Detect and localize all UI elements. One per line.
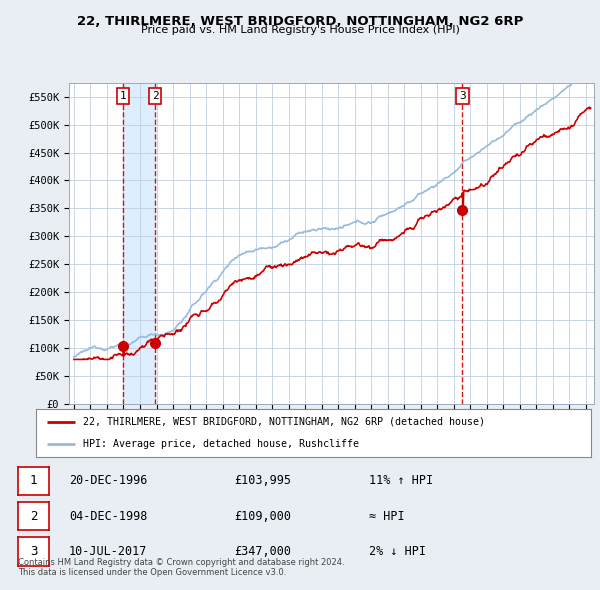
Text: £109,000: £109,000	[234, 510, 291, 523]
Text: 22, THIRLMERE, WEST BRIDGFORD, NOTTINGHAM, NG2 6RP (detached house): 22, THIRLMERE, WEST BRIDGFORD, NOTTINGHA…	[83, 417, 485, 427]
Text: 10-JUL-2017: 10-JUL-2017	[69, 545, 148, 558]
Text: 04-DEC-1998: 04-DEC-1998	[69, 510, 148, 523]
Text: 2% ↓ HPI: 2% ↓ HPI	[369, 545, 426, 558]
Text: £103,995: £103,995	[234, 474, 291, 487]
Text: HPI: Average price, detached house, Rushcliffe: HPI: Average price, detached house, Rush…	[83, 439, 359, 449]
Text: 1: 1	[119, 91, 127, 101]
Text: Contains HM Land Registry data © Crown copyright and database right 2024.
This d: Contains HM Land Registry data © Crown c…	[18, 558, 344, 577]
Text: 3: 3	[459, 91, 466, 101]
Text: 2: 2	[152, 91, 158, 101]
Text: 22, THIRLMERE, WEST BRIDGFORD, NOTTINGHAM, NG2 6RP: 22, THIRLMERE, WEST BRIDGFORD, NOTTINGHA…	[77, 15, 523, 28]
Text: 2: 2	[30, 510, 37, 523]
Text: 3: 3	[30, 545, 37, 558]
Text: 11% ↑ HPI: 11% ↑ HPI	[369, 474, 433, 487]
Bar	[123, 83, 155, 404]
Text: £347,000: £347,000	[234, 545, 291, 558]
Text: 20-DEC-1996: 20-DEC-1996	[69, 474, 148, 487]
Text: Price paid vs. HM Land Registry's House Price Index (HPI): Price paid vs. HM Land Registry's House …	[140, 25, 460, 35]
Text: ≈ HPI: ≈ HPI	[369, 510, 404, 523]
Text: 1: 1	[30, 474, 37, 487]
